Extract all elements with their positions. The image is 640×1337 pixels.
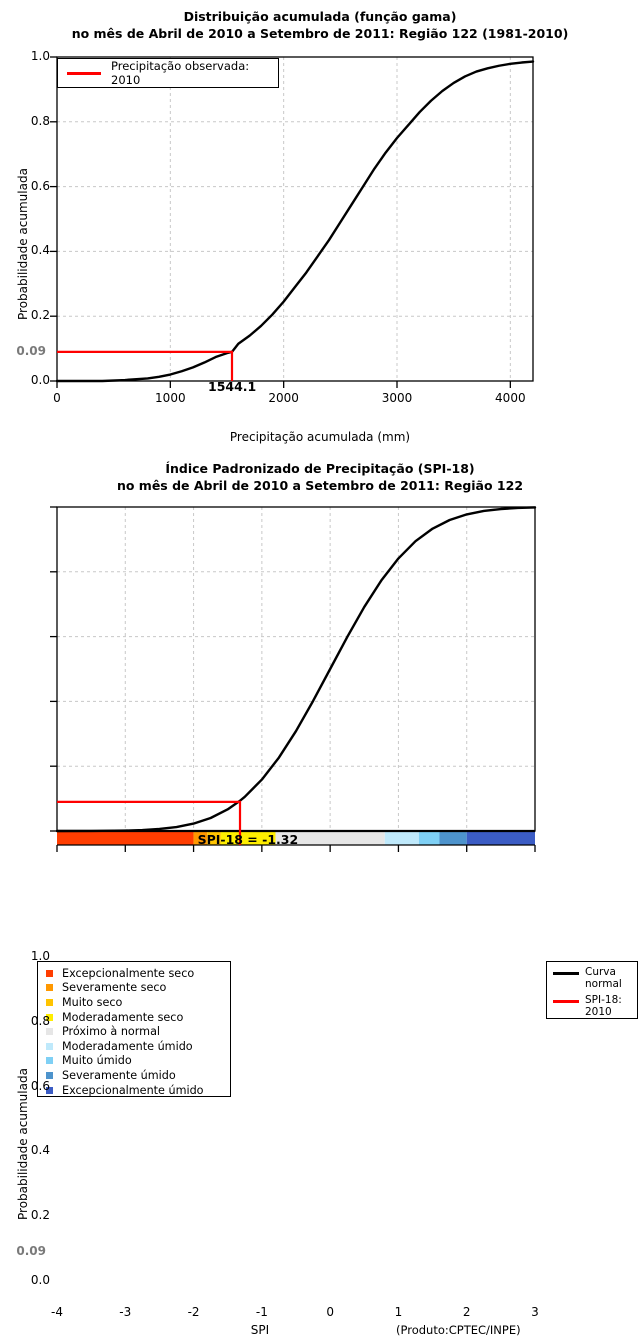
x-tick-label: 2	[462, 1305, 471, 1319]
spi-category-legend-row: Severamente úmido	[38, 1068, 230, 1083]
category-legend-label: Severamente úmido	[62, 1068, 176, 1082]
category-legend-label: Excepcionalmente úmido	[62, 1083, 204, 1097]
curve-legend-row: SPI-18: 2010	[547, 994, 637, 1018]
x-tick-label: 4000	[495, 391, 526, 405]
cumulative-gamma-panel: Distribuição acumulada (função gama) no …	[0, 0, 640, 450]
spi-value-badge: SPI-18 = -1.32	[197, 831, 299, 847]
panel1-value-annotation: 1544.1	[208, 379, 257, 394]
category-legend-label: Moderadamente úmido	[62, 1039, 193, 1053]
spi-panel: Índice Padronizado de Precipitação (SPI-…	[0, 450, 640, 1337]
y-tick-label: 0.4	[30, 243, 50, 258]
curve-legend-row: Curva normal	[547, 966, 637, 990]
category-color-swatch	[46, 1028, 53, 1036]
x-tick-label: -3	[119, 1305, 132, 1319]
category-legend-label: Muito seco	[62, 995, 123, 1009]
y-tick-label: 0.2	[30, 1208, 50, 1223]
spi-category-legend: Excepcionalmente seco Severamente seco Mui…	[37, 961, 231, 1097]
y-tick-label: 0.2	[30, 308, 50, 323]
curve-legend-label: Curva normal	[585, 966, 622, 990]
category-color-swatch	[46, 984, 53, 992]
panel2-title: Índice Padronizado de Precipitação (SPI-…	[0, 460, 640, 494]
panel1-legend: Precipitação observada: 2010	[57, 58, 279, 88]
spi-category-legend-row: Excepcionalmente úmido	[38, 1083, 230, 1098]
category-legend-label: Excepcionalmente seco	[62, 966, 195, 980]
panel1-plot-area	[50, 56, 535, 388]
spi-category-legend-row: Severamente seco	[38, 981, 230, 996]
x-tick-label: 2000	[268, 391, 299, 405]
spi-category-bar	[57, 829, 535, 846]
y-tick-label: 0.8	[30, 113, 50, 128]
x-tick-label: 0	[53, 391, 61, 405]
category-legend-label: Moderadamente seco	[62, 1010, 184, 1024]
x-tick-label: 1	[394, 1305, 403, 1319]
x-tick-label: -4	[51, 1305, 63, 1319]
legend-label-observed: Precipitação observada: 2010	[111, 59, 250, 87]
y-tick-label: 1.0	[30, 49, 50, 63]
curve-legend-label-line2: normal	[585, 978, 622, 990]
y-tick-label: 0.0	[30, 373, 50, 387]
x-tick-label: 3000	[381, 391, 413, 405]
y-tick-label: 0.6	[30, 1078, 50, 1093]
spi-category-legend-row: Muito úmido	[38, 1054, 230, 1069]
spi-category-legend-row: Excepcionalmente seco	[38, 966, 230, 981]
panel2-plot-area	[50, 506, 537, 852]
spi-category-legend-row: Moderadamente seco	[38, 1010, 230, 1025]
x-tick-label: 0	[326, 1305, 334, 1319]
product-credit: (Produto:CPTEC/INPE)	[396, 1323, 521, 1337]
curve-legend-label-line1: SPI-18: 2010	[585, 994, 622, 1018]
y-tick-label: 0.6	[30, 178, 50, 193]
y-tick-highlight: 0.09	[16, 343, 46, 358]
curve-legend-swatch	[553, 972, 579, 975]
category-color-swatch	[46, 1057, 53, 1065]
category-color-swatch	[46, 969, 53, 977]
spi-category-legend-row: Próximo à normal	[38, 1024, 230, 1039]
category-legend-label: Próximo à normal	[62, 1025, 161, 1039]
x-tick-label: 3	[531, 1305, 539, 1319]
spi-category-legend-row: Moderadamente úmido	[38, 1039, 230, 1054]
curve-legend-label-line1: Curva	[585, 966, 616, 978]
x-tick-label: -1	[255, 1305, 268, 1319]
category-legend-label: Severamente seco	[62, 981, 167, 995]
y-tick-label: 0.4	[30, 1143, 50, 1158]
panel2-title-line1: Índice Padronizado de Precipitação (SPI-…	[165, 461, 475, 476]
y-tick-label: 1.0	[30, 949, 50, 963]
x-tick-label: -2	[187, 1305, 200, 1319]
category-color-swatch	[46, 998, 53, 1006]
panel1-x-axis-label: Precipitação acumulada (mm)	[229, 430, 411, 444]
curve-legend-label: SPI-18: 2010	[585, 994, 637, 1018]
y-tick-label: 0.8	[30, 1013, 50, 1028]
panel2-x-axis-label: SPI	[250, 1323, 270, 1337]
panel1-title-line1: Distribuição acumulada (função gama)	[183, 9, 457, 24]
legend-row-observed: Precipitação observada: 2010	[58, 59, 278, 87]
x-tick-label: 1000	[155, 391, 186, 405]
y-tick-label: 0.0	[30, 1273, 50, 1287]
legend-line-swatch	[67, 71, 101, 75]
panel2-curve-legend: Curva normal SPI-18: 2010	[546, 961, 638, 1019]
y-tick-highlight: 0.09	[16, 1243, 46, 1258]
spi-category-legend-row: Muito seco	[38, 995, 230, 1010]
panel2-title-line2: no mês de Abril de 2010 a Setembro de 20…	[116, 478, 524, 493]
category-color-swatch	[46, 1042, 53, 1050]
category-legend-label: Muito úmido	[62, 1054, 132, 1068]
panel1-title-line2: no mês de Abril de 2010 a Setembro de 20…	[71, 26, 569, 41]
panel1-title: Distribuição acumulada (função gama) no …	[0, 8, 640, 42]
curve-legend-swatch	[553, 1000, 579, 1003]
